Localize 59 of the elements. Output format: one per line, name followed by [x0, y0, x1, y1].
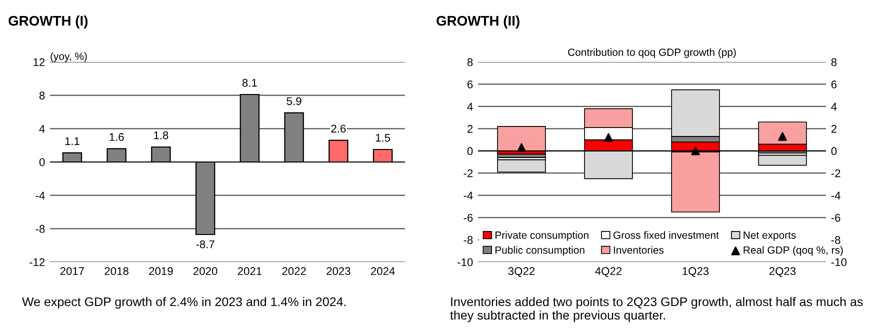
- data-label: 8.1: [242, 78, 257, 87]
- data-label: 5.9: [286, 97, 302, 106]
- x-tick-label: 2022: [282, 267, 306, 276]
- data-label: 1.1: [65, 137, 80, 145]
- y-tick-label: 8: [39, 92, 45, 100]
- legend-label: Real GDP (qoq %, rs): [744, 246, 843, 256]
- y-tick-label: 0: [467, 147, 473, 156]
- y2-tick-label: 0: [831, 147, 837, 156]
- text: Inventories added two points to 2Q23 GDP growth, almost half as much as they subtracted in the previous quarter.: [450, 297, 863, 322]
- legend-label: Net exports: [744, 232, 796, 241]
- y2-tick-label: -4: [831, 192, 840, 200]
- y2-tick-label: 2: [831, 124, 836, 133]
- x-tick-label: 2020: [194, 267, 218, 276]
- text: We expect GDP growth of 2.4% in 2023 and 1.4% in 2024.: [22, 297, 346, 309]
- data-label: 2.6: [331, 124, 346, 133]
- y2-tick-label: -2: [831, 169, 840, 178]
- y2-tick-label: -8: [831, 236, 840, 244]
- x-tick-label: 2021: [238, 267, 262, 276]
- x-tick-label: 2017: [60, 267, 84, 276]
- y-axis-title: (yoy, %): [50, 52, 87, 62]
- y-tick-label: -10: [458, 258, 473, 266]
- data-label: 1.5: [376, 134, 390, 142]
- y-tick-label: 6: [468, 80, 473, 88]
- y-tick-label: 0: [39, 158, 45, 166]
- x-tick-label: 1Q23: [682, 267, 709, 278]
- y2-tick-label: 4: [831, 102, 837, 110]
- y-tick-label: 4: [39, 125, 45, 133]
- data-label: -8.7: [196, 240, 214, 248]
- data-label: 1.8: [154, 131, 168, 140]
- y2-tick-label: 8: [831, 58, 837, 66]
- y-tick-label: 4: [467, 102, 473, 110]
- y-tick-label: -8: [464, 236, 473, 244]
- x-tick-label: 2023: [326, 267, 350, 276]
- y-tick-label: -2: [464, 169, 473, 178]
- y-tick-label: -12: [30, 258, 45, 266]
- x-tick-label: 4Q22: [595, 267, 622, 278]
- chart-title: GROWTH (I): [8, 16, 88, 28]
- legend-label: Inventories: [614, 246, 664, 254]
- y-tick-label: -8: [36, 224, 45, 233]
- y2-tick-label: -6: [831, 214, 840, 222]
- y-tick-label: -6: [464, 214, 473, 222]
- legend-label: Gross fixed investment: [614, 231, 719, 239]
- y-tick-label: -4: [464, 192, 473, 200]
- x-tick-label: 2024: [371, 267, 395, 276]
- chart-subtitle: Contribution to qoq GDP growth (pp): [568, 48, 736, 58]
- y2-tick-label: 6: [831, 80, 837, 88]
- legend-label: Private consumption: [496, 231, 588, 241]
- chart-title: GROWTH (II): [436, 16, 520, 28]
- y-tick-label: 12: [34, 58, 45, 66]
- y-tick-label: 8: [467, 58, 473, 66]
- x-tick-label: 3Q22: [508, 267, 535, 278]
- y-tick-label: 2: [468, 124, 473, 133]
- x-tick-label: 2Q23: [769, 267, 796, 278]
- y-tick-label: -4: [36, 192, 45, 200]
- x-tick-label: 2019: [149, 267, 173, 276]
- data-label: 1.6: [110, 133, 124, 141]
- x-tick-label: 2018: [104, 267, 128, 276]
- y2-tick-label: -10: [831, 258, 846, 266]
- legend-label: Public consumption: [496, 246, 584, 256]
